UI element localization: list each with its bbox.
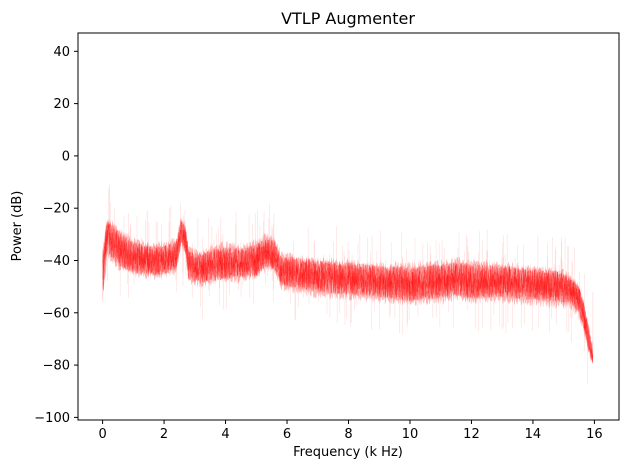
- y-tick-label: −20: [43, 202, 70, 217]
- y-tick-label: −100: [34, 411, 70, 426]
- y-tick-label: −80: [43, 359, 70, 374]
- spectrum-trace: [102, 220, 594, 359]
- x-tick-label: 16: [586, 427, 603, 442]
- spectrum-trace: [102, 219, 594, 362]
- spectrum-trace: [102, 221, 594, 362]
- x-axis-label: Frequency (k Hz): [293, 445, 403, 460]
- x-tick-label: 14: [525, 427, 542, 442]
- x-tick-label: 12: [463, 427, 480, 442]
- y-axis-label: Power (dB): [10, 191, 25, 262]
- x-tick-label: 4: [221, 427, 229, 442]
- x-tick-label: 8: [344, 427, 352, 442]
- spectrum-trace: [102, 221, 594, 363]
- y-tick-label: 20: [53, 97, 70, 112]
- y-tick-label: 40: [53, 45, 70, 60]
- x-tick-label: 2: [160, 427, 168, 442]
- chart-title: VTLP Augmenter: [281, 9, 415, 28]
- spectrum-center-line: [102, 229, 594, 364]
- spectrum-envelope: [102, 216, 593, 365]
- x-axis-ticks: 0 2 4 6 8 10 12 14 16: [98, 420, 603, 442]
- y-axis-ticks: −100 −80 −60 −40 −20 0 20 40: [34, 45, 78, 426]
- spectrum-trace: [102, 221, 594, 363]
- spectrum-trace: [102, 222, 594, 364]
- x-tick-label: 10: [402, 427, 419, 442]
- y-tick-label: −60: [43, 306, 70, 321]
- y-tick-label: 0: [62, 149, 70, 164]
- plot-data-layer: [102, 184, 594, 384]
- y-tick-label: −40: [43, 254, 70, 269]
- x-tick-label: 6: [283, 427, 291, 442]
- x-tick-label: 0: [98, 427, 106, 442]
